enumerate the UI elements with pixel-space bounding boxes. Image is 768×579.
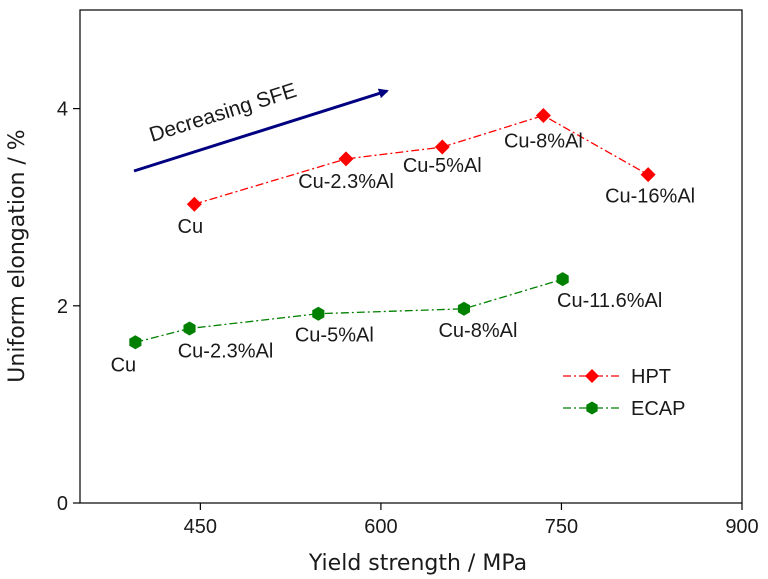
x-axis-title: Yield strength / MPa [308,551,527,576]
legend-marker-hpt [585,369,599,383]
series-layer: Cu Cu-2.3%Al Cu-5%Al Cu-8%Al Cu-16%Al Cu Cu-2.… [111,108,695,376]
x-tick-label: 600 [364,516,397,538]
data-point-hpt [640,167,656,183]
legend-label-hpt: HPT [631,366,671,388]
point-label: Cu [111,354,137,376]
y-tick-label: 4 [57,99,68,121]
x-tick-label: 900 [725,516,758,538]
data-point-ecap [556,272,569,287]
point-label: Cu-2.3%Al [178,340,274,362]
series-hpt: Cu Cu-2.3%Al Cu-5%Al Cu-8%Al Cu-16%Al [178,108,695,238]
data-point-ecap [183,321,196,336]
series-line-hpt [194,114,649,205]
sfe-annotation-text: Decreasing SFE [147,79,300,147]
point-label: Cu-11.6%Al [557,290,662,312]
data-point-ecap [312,306,325,321]
data-point-hpt [535,108,551,124]
sfe-arrow [133,88,389,173]
plot-frame [79,9,743,504]
point-label: Cu-5%Al [295,325,374,347]
series-ecap: Cu Cu-2.3%Al Cu-5%Al Cu-8%Al Cu-11.6%Al [111,272,662,376]
y-axis-title: Uniform elongation / % [5,129,30,382]
x-tick-label: 450 [184,516,217,538]
data-point-hpt [434,139,450,155]
data-point-hpt [186,196,202,212]
legend-marker-ecap [586,401,598,415]
legend-label-ecap: ECAP [631,398,685,420]
y-tick-label: 0 [57,493,68,515]
point-label: Cu-5%Al [403,155,482,177]
data-point-ecap [129,335,142,350]
point-label: Cu-8%Al [504,131,583,153]
data-point-ecap [457,301,471,316]
point-label: Cu-16%Al [605,186,695,208]
y-tick-label: 2 [57,296,68,318]
data-point-hpt [338,151,354,167]
x-tick-label: 750 [545,516,578,538]
series-line-ecap [135,278,563,343]
point-label: Cu [178,216,204,238]
point-label: Cu-8%Al [438,320,517,342]
point-label: Cu-2.3%Al [298,171,394,193]
axis-ticks: 450 600 750 900 0 2 4 [57,99,759,538]
legend: HPT ECAP [563,366,685,420]
